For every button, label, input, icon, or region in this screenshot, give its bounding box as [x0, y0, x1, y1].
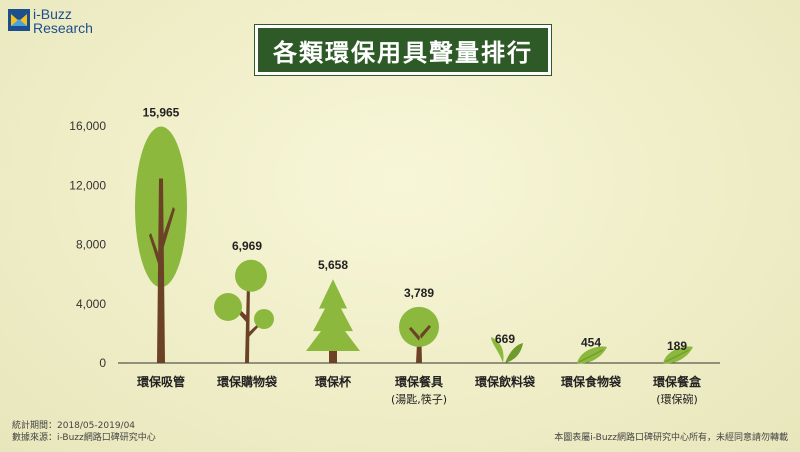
x-category-sublabel: (湯匙,筷子): [391, 392, 447, 406]
bar-mark-pine-tree: [306, 279, 360, 363]
y-tick-label: 4,000: [76, 297, 106, 311]
brand-name-line2: Research: [33, 20, 93, 36]
y-tick-label: 16,000: [69, 119, 106, 133]
x-category-label: 環保食物袋: [561, 374, 622, 389]
data-label: 189: [667, 339, 687, 353]
y-tick-label: 0: [99, 356, 106, 370]
bar-mark-leaf: [663, 346, 693, 364]
bar-mark-sprout: [491, 337, 523, 363]
chart-title: 各類環保用具聲量排行: [273, 38, 533, 67]
data-label: 454: [581, 335, 601, 349]
x-category-label: 環保杯: [315, 374, 352, 389]
x-category-label: 環保購物袋: [217, 374, 278, 389]
footer-left: 統計期間：2018/05-2019/04 數據來源：i-Buzz網路口碑研究中心: [12, 420, 156, 444]
data-label: 3,789: [404, 286, 434, 300]
brand-logo: i-Buzz Research: [8, 7, 93, 35]
footer-source: 數據來源：i-Buzz網路口碑研究中心: [12, 433, 156, 443]
footer-period: 統計期間：2018/05-2019/04: [12, 421, 136, 431]
y-tick-label: 12,000: [69, 178, 106, 192]
bar-mark-leaf: [577, 346, 607, 364]
data-label: 5,658: [318, 258, 348, 272]
data-label: 15,965: [143, 106, 180, 120]
x-category-label: 環保吸管: [137, 374, 185, 389]
footer-copyright: 本圖表屬i-Buzz網路口碑研究中心所有，未經同意請勿轉載: [554, 433, 788, 443]
data-label: 6,969: [232, 239, 262, 253]
bar-mark-small-tree: [399, 306, 439, 363]
x-category-sublabel: (環保碗): [656, 392, 698, 406]
data-label: 669: [495, 332, 515, 346]
brand-name-line1: i-Buzz: [33, 6, 72, 22]
x-category-label: 環保餐盒: [653, 374, 702, 389]
y-tick-label: 8,000: [76, 238, 106, 252]
x-category-label: 環保餐具: [395, 374, 443, 389]
brand-logo-icon: [8, 9, 30, 31]
x-category-label: 環保飲料袋: [475, 374, 536, 389]
chart-title-box: 各類環保用具聲量排行: [255, 25, 551, 75]
bar-mark-tree: [135, 126, 187, 363]
bar-mark-round-tree: [214, 259, 274, 363]
